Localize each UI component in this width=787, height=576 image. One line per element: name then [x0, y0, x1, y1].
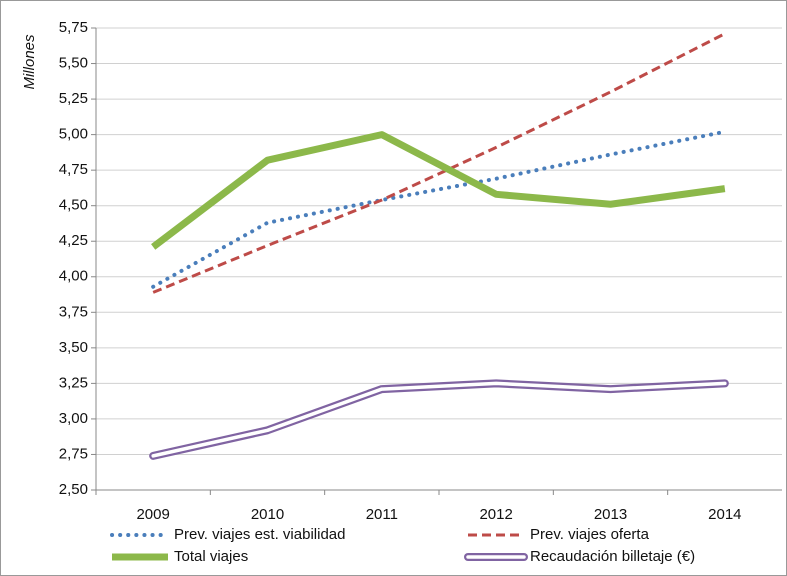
y-tick-label: 4,25: [59, 232, 88, 249]
x-tick-label: 2012: [479, 506, 512, 523]
series-line: [152, 32, 726, 294]
y-tick-label: 5,25: [59, 90, 88, 107]
y-axis-label: Millones: [21, 34, 38, 90]
series-line: [151, 381, 727, 458]
y-tick-label: 4,50: [59, 197, 88, 214]
y-tick-label: 5,00: [59, 126, 88, 143]
legend-label: Recaudación billetaje (€): [530, 548, 695, 565]
series-line: [151, 131, 726, 250]
x-tick-label: 2009: [136, 506, 169, 523]
y-tick-label: 2,50: [59, 481, 88, 498]
y-tick-label: 5,75: [59, 19, 88, 36]
x-tick-label: 2013: [594, 506, 627, 523]
legend-label: Prev. viajes est. viabilidad: [174, 526, 345, 543]
x-tick-label: 2014: [708, 506, 741, 523]
y-tick-label: 2,75: [59, 445, 88, 462]
x-tick-label: 2011: [366, 506, 398, 523]
x-tick-label: 2010: [251, 506, 284, 523]
y-tick-label: 3,25: [59, 374, 88, 391]
y-tick-label: 3,75: [59, 303, 88, 320]
y-tick-label: 3,50: [59, 339, 88, 356]
y-tick-label: 3,00: [59, 410, 88, 427]
legend-label: Total viajes: [174, 548, 248, 565]
y-tick-label: 4,75: [59, 161, 88, 178]
y-tick-label: 5,50: [59, 55, 88, 72]
legend-label: Prev. viajes oferta: [530, 526, 650, 543]
y-tick-label: 4,00: [59, 268, 88, 285]
